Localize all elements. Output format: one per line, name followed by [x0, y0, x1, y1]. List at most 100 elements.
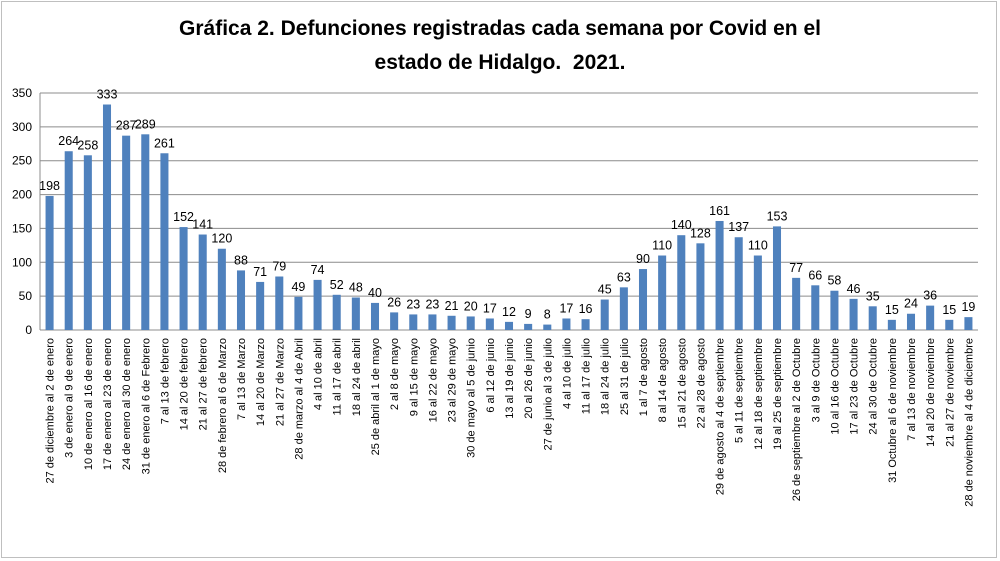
bar [964, 317, 973, 330]
bar [638, 269, 648, 330]
data-label: 16 [579, 302, 593, 316]
data-label: 66 [808, 268, 822, 282]
x-tick-label: 4 al 10 de abril [313, 338, 325, 410]
bar [715, 220, 724, 330]
data-label: 333 [97, 88, 118, 102]
data-label: 26 [387, 295, 401, 309]
data-label: 79 [272, 260, 286, 274]
x-tick-label: 3 de enero al 9 de enero [64, 338, 76, 458]
bar [141, 134, 150, 330]
bar [753, 255, 762, 330]
data-label: 49 [291, 280, 305, 294]
data-label: 17 [559, 301, 573, 315]
bar [198, 234, 207, 330]
data-label: 110 [748, 239, 768, 253]
x-tick-label: 3 al 9 de Octubre [810, 338, 822, 422]
x-tick-label: 2 al 8 de mayo [389, 338, 401, 410]
x-tick-label: 30 de mayo al 5 de junio [466, 338, 478, 458]
data-label: 40 [368, 286, 382, 300]
bar [428, 314, 437, 330]
x-tick-label: 17 de enero al 23 de enero [102, 338, 114, 470]
x-tick-label: 1 al 7 de agosto [638, 338, 650, 416]
bar [830, 290, 839, 330]
data-label: 140 [671, 218, 692, 232]
chart-title-line-1: Gráfica 2. Defunciones registradas cada … [179, 17, 821, 40]
data-label: 137 [728, 220, 749, 234]
bar [236, 270, 246, 330]
bar [160, 153, 169, 330]
bar [696, 243, 705, 330]
data-label: 88 [234, 253, 248, 267]
x-tick-label: 28 de marzo al 4 de Abril [293, 338, 305, 460]
bar [45, 195, 54, 330]
bar [275, 276, 284, 330]
x-tick-label: 11 al 17 de abril [332, 338, 344, 415]
data-label: 258 [77, 138, 98, 152]
y-tick-label: 50 [19, 289, 33, 303]
data-label: 128 [690, 226, 711, 240]
bar [868, 306, 877, 330]
bar [562, 318, 571, 330]
bar [351, 297, 360, 330]
chart-title-line-2: estado de Hidalgo. 2021. [374, 51, 626, 74]
data-label: 110 [652, 239, 672, 253]
x-tick-label: 21 al 27 de Marzo [274, 338, 286, 426]
bar [447, 315, 456, 330]
bar [504, 321, 514, 330]
y-tick-label: 200 [12, 188, 32, 202]
x-tick-label: 31 Octubre al 6 de noviembre [887, 338, 899, 483]
data-label: 35 [866, 289, 880, 303]
x-tick-label: 7 al 13 de febrero [159, 338, 171, 424]
x-tick-label: 14 al 20 de Marzo [255, 338, 267, 426]
bar [677, 235, 686, 330]
bar [524, 323, 533, 330]
bar [945, 319, 954, 330]
bar [179, 227, 188, 330]
data-label: 52 [330, 278, 344, 292]
x-tick-label: 26 de septiembre al 2 de Octubre [791, 338, 803, 501]
x-tick-label: 21 al 27 de noviembre [944, 338, 956, 447]
x-tick-label: 23 al 29 de mayo [447, 338, 459, 422]
x-tick-label: 13 al 19 de junio [504, 338, 516, 419]
bar [122, 135, 131, 330]
bar [581, 319, 590, 330]
data-label: 45 [598, 283, 612, 297]
data-label: 24 [904, 297, 918, 311]
x-tick-label: 11 al 17 de julio [581, 338, 593, 414]
data-label: 46 [847, 282, 861, 296]
data-label: 9 [525, 307, 532, 321]
x-tick-label: 15 al 21 de agosto [676, 338, 688, 429]
data-label: 287 [116, 119, 137, 133]
x-tick-label: 21 al 27 de febrero [198, 338, 210, 430]
bar [332, 294, 341, 330]
x-tick-label: 24 al 30 de Octubre [868, 338, 880, 435]
bar [543, 324, 552, 330]
bar [485, 318, 494, 330]
x-tick-label: 24 de enero al 30 de enero [121, 338, 133, 470]
bar [217, 248, 226, 330]
bar [409, 314, 418, 330]
bar [313, 279, 322, 330]
x-tick-label: 28 de febrero al 6 de Marzo [217, 338, 229, 473]
data-label: 21 [445, 299, 459, 313]
x-tick-label: 10 al 16 de Octubre [829, 338, 841, 435]
data-label: 17 [483, 301, 497, 315]
x-tick-label: 6 al 12 de junio [485, 338, 497, 413]
data-label: 58 [827, 274, 841, 288]
data-label: 15 [885, 303, 899, 317]
x-tick-label: 28 de noviembre al 4 de diciembre [963, 338, 975, 507]
bar [64, 151, 73, 330]
bar [926, 305, 935, 330]
data-label: 264 [58, 134, 79, 148]
x-tick-label: 9 al 15 de mayo [408, 338, 420, 416]
data-label: 12 [502, 305, 516, 319]
bar [849, 298, 858, 330]
x-tick-label: 16 al 22 de mayo [427, 338, 439, 422]
x-tick-label: 5 al 11 de septiembre [734, 338, 746, 443]
x-tick-label: 18 al 24 de julio [600, 338, 612, 415]
data-label: 77 [789, 261, 803, 275]
x-tick-label: 4 al 10 de julio [561, 338, 573, 409]
x-tick-label: 25 al 31 de julio [619, 338, 631, 415]
data-label: 23 [425, 297, 439, 311]
data-label: 90 [636, 252, 650, 266]
